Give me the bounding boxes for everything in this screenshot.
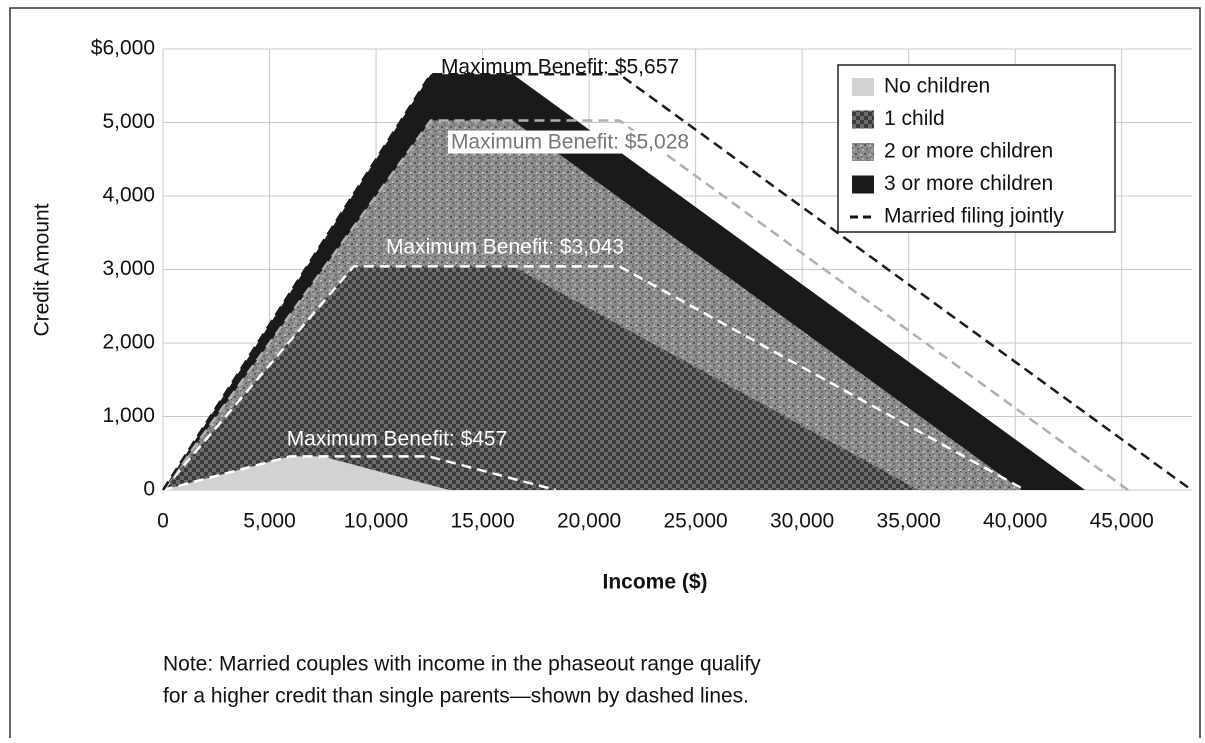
y-tick-label: 3,000 <box>102 257 155 280</box>
area <box>163 456 450 490</box>
y-tick-label: 1,000 <box>102 404 155 427</box>
note: for a higher credit than single parents—… <box>163 685 749 708</box>
x-tick-label: 45,000 <box>1090 510 1154 533</box>
legend-box <box>837 64 1116 233</box>
annotation-bg <box>447 130 693 154</box>
area <box>163 266 919 490</box>
y-tick-label: 4,000 <box>102 184 155 207</box>
y-tick-label: 5,000 <box>102 110 155 133</box>
x-tick-label: 15,000 <box>450 510 514 533</box>
note: Note: Married couples with income in the… <box>163 653 761 676</box>
y-axis-label: Credit Amount <box>31 203 54 336</box>
y-tick-label: 2,000 <box>102 331 155 354</box>
x-tick-label: 35,000 <box>877 510 941 533</box>
x-tick-label: 30,000 <box>770 510 834 533</box>
annotation: Maximum Benefit: $5,657 <box>441 56 679 79</box>
annotation: Maximum Benefit: $457 <box>287 428 508 451</box>
legend-swatch <box>852 175 874 194</box>
legend-label: No children <box>884 75 990 98</box>
x-tick-label: 20,000 <box>557 510 621 533</box>
x-tick-label: 0 <box>157 510 169 533</box>
x-tick-label: 40,000 <box>983 510 1047 533</box>
legend-label: 3 or more children <box>884 172 1053 195</box>
legend-swatch <box>852 78 874 96</box>
x-tick-label: 25,000 <box>663 510 727 533</box>
dashed-line <box>161 72 1193 492</box>
y-tick-label: $6,000 <box>91 37 155 60</box>
legend-label: 2 or more children <box>884 140 1053 163</box>
annotation: Maximum Benefit: $3,043 <box>386 236 624 259</box>
legend-swatch <box>852 110 874 129</box>
dashed-line <box>162 265 1026 492</box>
frame <box>9 7 1201 743</box>
x-tick-label: 5,000 <box>243 510 296 533</box>
dashed-line <box>162 455 557 492</box>
y-tick-label: 0 <box>143 478 155 501</box>
x-tick-label: 10,000 <box>344 510 408 533</box>
x-axis-label: Income ($) <box>602 571 707 594</box>
legend-label: Married filing jointly <box>884 205 1064 228</box>
annotation: Maximum Benefit: $5,028 <box>451 131 689 154</box>
legend-swatch <box>852 143 874 161</box>
dashed-line <box>161 119 1129 492</box>
legend-label: 1 child <box>884 107 945 130</box>
